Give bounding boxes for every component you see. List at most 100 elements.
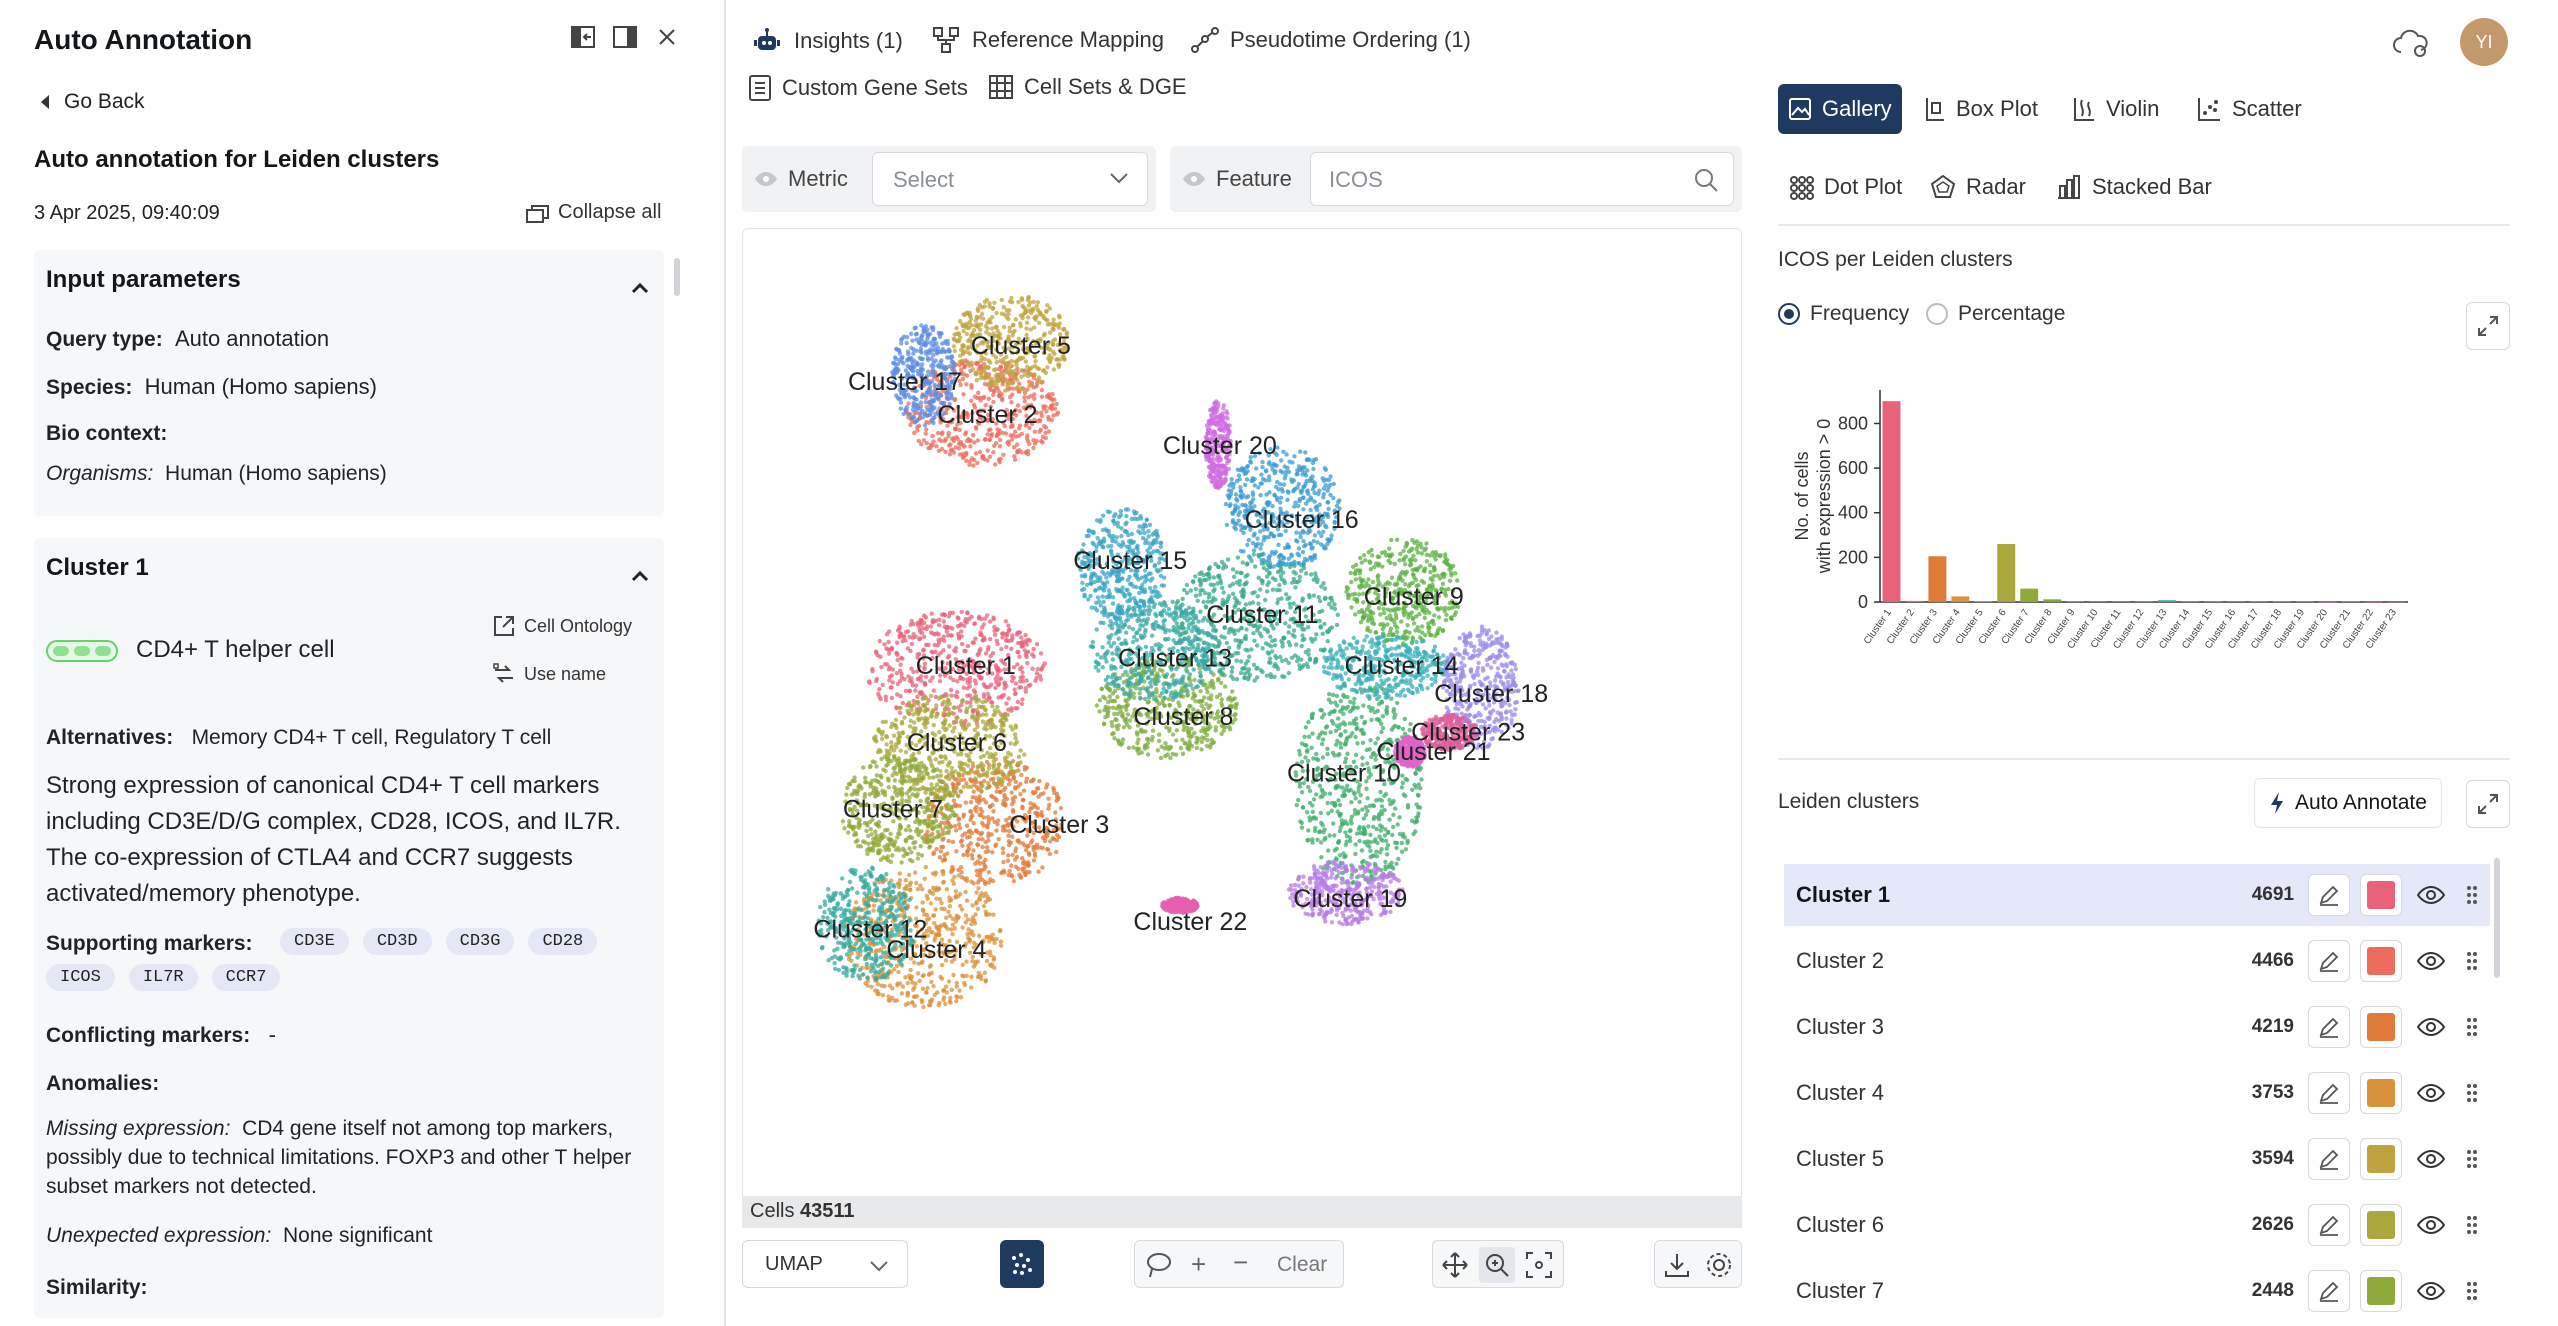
cell-point [879, 736, 885, 742]
cell-point [964, 331, 970, 337]
cell-point [1026, 295, 1031, 300]
cell-point [977, 449, 983, 455]
cell-point [915, 620, 920, 626]
cell-point [1043, 425, 1049, 430]
cell-point [1011, 799, 1016, 804]
cell-point [1365, 796, 1370, 801]
cell-point [1034, 671, 1040, 676]
cloud-settings-icon[interactable] [2392, 28, 2430, 63]
cell-point [983, 323, 989, 329]
cell-point [999, 780, 1004, 786]
cell-point [914, 764, 920, 770]
cell-point [961, 443, 966, 448]
cell-point [885, 754, 890, 760]
cell-point [954, 849, 959, 854]
cell-point [1050, 402, 1055, 407]
cell-point [1371, 803, 1377, 809]
go-back-button[interactable]: Go Back [40, 90, 145, 114]
cell-point [877, 687, 882, 692]
cell-point [954, 999, 959, 1004]
cell-point [896, 969, 901, 975]
cell-point [988, 380, 993, 385]
eye-icon[interactable] [754, 170, 778, 188]
cell-point [941, 699, 946, 704]
metric-select[interactable]: Select [872, 152, 1148, 206]
cell-point [948, 1000, 953, 1005]
cell-point [953, 828, 959, 833]
cell-point [870, 759, 875, 764]
cell-point [884, 646, 889, 651]
cell-point [965, 763, 971, 768]
cell-point [968, 438, 973, 443]
cell-point [941, 619, 946, 624]
cell-point [1359, 714, 1364, 720]
species-label: Species: [46, 376, 133, 399]
cell-point [961, 328, 966, 334]
cell-point [1015, 838, 1020, 844]
cell-point [1418, 541, 1423, 546]
cell-point [1010, 852, 1015, 858]
umap-plot[interactable]: Cluster 1 Cluster 2 Cluster 3 Cluster 4 Clus… [742, 228, 1742, 1228]
use-name-button[interactable]: Use name [492, 662, 606, 686]
collapse-all-button[interactable]: Collapse all [526, 201, 661, 224]
cell-point [874, 790, 879, 795]
cell-point [930, 433, 935, 439]
cell-point [1014, 739, 1020, 745]
avatar[interactable]: YI [2460, 18, 2508, 66]
cell-point [999, 297, 1004, 303]
cell-point [1102, 707, 1107, 713]
cell-point [1369, 717, 1374, 723]
feature-search-input[interactable]: ICOS [1310, 152, 1734, 206]
close-icon[interactable] [654, 24, 680, 50]
tab-custom-gene-sets[interactable]: Custom Gene Sets [748, 74, 968, 102]
cell-point [1381, 610, 1387, 616]
tab-pseudotime[interactable]: Pseudotime Ordering (1) [1190, 26, 1471, 54]
chevron-up-icon[interactable] [630, 278, 650, 298]
dock-left-icon[interactable] [570, 24, 596, 50]
cell-point [1233, 705, 1239, 711]
cell-point [1051, 413, 1056, 418]
cell-point [1338, 745, 1344, 750]
cell-ontology-link[interactable]: Cell Ontology [492, 614, 632, 638]
cell-point [946, 838, 951, 844]
cell-point [1321, 830, 1326, 835]
cell-point [982, 457, 987, 462]
cell-point [989, 963, 994, 968]
cell-point [1124, 707, 1129, 712]
chevron-up-icon[interactable] [630, 566, 650, 586]
cell-point [1384, 616, 1389, 621]
cell-point [955, 694, 960, 700]
cell-point [1342, 694, 1347, 699]
cell-point [953, 445, 958, 450]
cell-point [914, 683, 919, 688]
scrollbar-thumb[interactable] [674, 258, 680, 296]
cell-point [1020, 697, 1025, 702]
tab-cell-sets-dge[interactable]: Cell Sets & DGE [988, 74, 1187, 100]
cell-point [1437, 576, 1443, 581]
tab-reference-mapping[interactable]: Reference Mapping [932, 26, 1164, 54]
cell-point [1342, 855, 1347, 860]
cell-point [984, 786, 989, 791]
cell-point [1035, 300, 1041, 305]
cell-point [944, 629, 949, 634]
cell-point [1006, 311, 1011, 317]
dock-right-icon[interactable] [612, 24, 638, 50]
cell-point [943, 984, 949, 989]
cell-point [957, 988, 962, 993]
cell-point [1375, 554, 1380, 559]
cell-point [1319, 855, 1324, 860]
cell-point [889, 646, 894, 651]
collapse-all-label: Collapse all [558, 201, 662, 223]
cell-point [1423, 546, 1428, 551]
cell-point [903, 839, 909, 844]
cell-point [973, 912, 978, 917]
tab-insights[interactable]: Insights (1) [752, 26, 903, 56]
cell-point [1328, 730, 1333, 735]
cell-point [853, 839, 859, 844]
eye-icon[interactable] [1182, 170, 1206, 188]
cell-point [957, 760, 962, 765]
cell-point [1347, 721, 1353, 726]
cell-point [934, 703, 939, 708]
cell-point [894, 963, 900, 968]
